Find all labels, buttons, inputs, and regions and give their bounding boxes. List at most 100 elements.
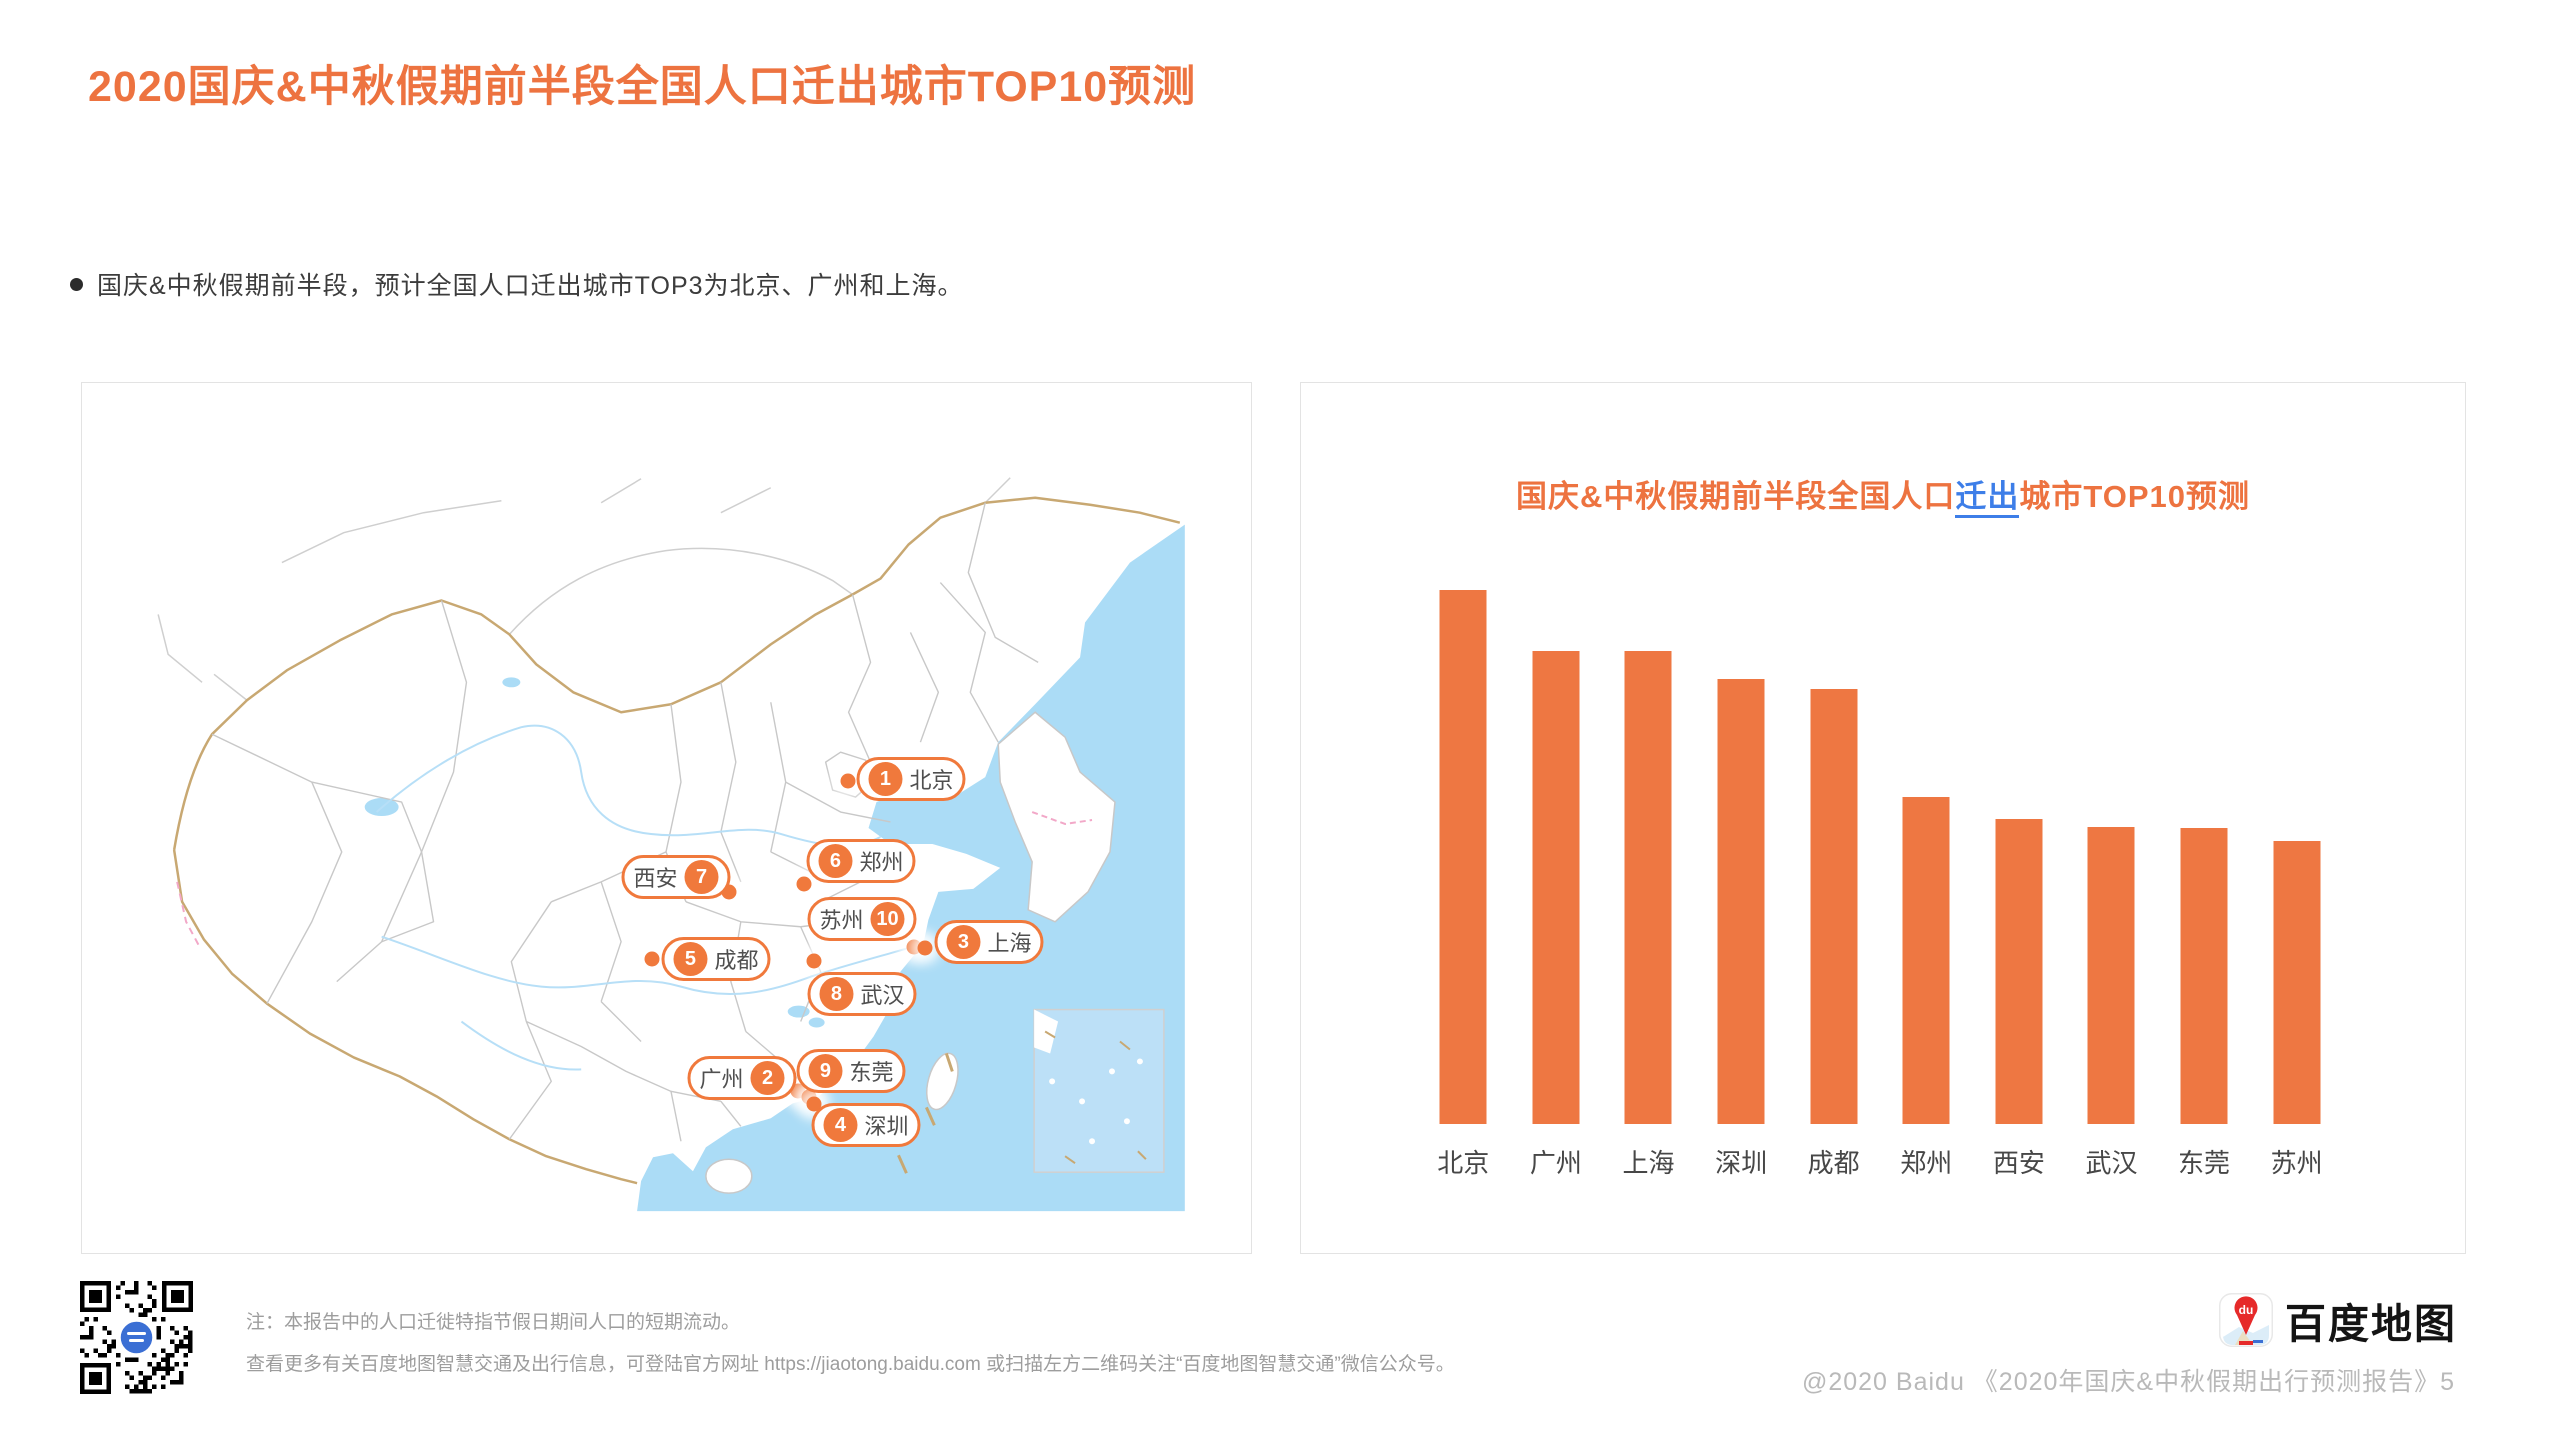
copyright-text: @2020 Baidu 《2020年国庆&中秋假期出行预测报告》5 (1801, 1368, 2455, 1396)
map-marker-上海: 3 上海 (934, 920, 1044, 964)
bar-chart-panel: 国庆&中秋假期前半段全国人口迁出城市TOP10预测 北京 广州 上海 深圳 成都 郑州 西安… (1300, 382, 2466, 1254)
x-axis-label-上海: 上海 (1622, 1148, 1675, 1178)
city-location-dot (840, 773, 856, 789)
rivers (376, 724, 924, 1071)
china-map-panel: 1 北京 6 郑州 西安 7 苏州 10 3 上海 5 成都 8 武汉 广州 2 9 东莞 4 深圳 (81, 382, 1252, 1254)
bar-苏州 (2273, 840, 2321, 1124)
rank-badge-10: 10 (870, 902, 905, 936)
x-axis-label-北京: 北京 (1437, 1148, 1490, 1178)
bar-column-东莞: 东莞 (2158, 590, 2251, 1178)
bar-北京 (1439, 590, 1487, 1124)
bar-column-成都: 成都 (1787, 590, 1880, 1178)
chart-title: 国庆&中秋假期前半段全国人口迁出城市TOP10预测 (1301, 471, 2465, 518)
bar-column-西安: 西安 (1973, 590, 2066, 1178)
marker-city-label: 北京 (909, 768, 954, 793)
china-national-border (172, 496, 1181, 1185)
baidu-maps-brand: du 百度地图 (2219, 1290, 2457, 1350)
bar-武汉 (2087, 827, 2135, 1124)
x-axis-label-郑州: 郑州 (1900, 1148, 1953, 1178)
marker-city-label: 西安 (633, 866, 678, 891)
rank-badge-1: 1 (868, 762, 903, 796)
korea-border-line (1031, 811, 1093, 826)
korea-peninsula (997, 711, 1116, 923)
rank-badge-8: 8 (819, 977, 854, 1011)
x-axis-label-武汉: 武汉 (2085, 1148, 2138, 1178)
bar-column-郑州: 郑州 (1880, 590, 1973, 1178)
bar-广州 (1532, 650, 1580, 1124)
map-marker-西安: 西安 7 (621, 855, 731, 899)
footer-note-line-2: 查看更多有关百度地图智慧交通及出行信息，可登陆官方网址 https://jiao… (246, 1354, 1455, 1375)
map-marker-layer: 1 北京 6 郑州 西安 7 苏州 10 3 上海 5 成都 8 武汉 广州 2 9 东莞 4 深圳 (82, 383, 1251, 1253)
bar-深圳 (1717, 679, 1765, 1124)
bar-西安 (1995, 819, 2043, 1124)
map-marker-东莞: 9 东莞 (796, 1049, 906, 1093)
qr-finder-patterns (80, 1281, 193, 1394)
map-marker-深圳: 4 深圳 (811, 1103, 921, 1147)
bar-column-上海: 上海 (1602, 590, 1695, 1178)
bar-东莞 (2180, 828, 2228, 1124)
city-location-dot (796, 876, 812, 892)
bar-chart: 北京 广州 上海 深圳 成都 郑州 西安 武汉 东莞 苏州 (1417, 590, 2343, 1178)
city-location-dot (806, 953, 822, 969)
x-axis-label-成都: 成都 (1807, 1148, 1860, 1178)
bar-column-北京: 北京 (1417, 590, 1510, 1178)
map-marker-苏州: 苏州 10 (807, 897, 917, 941)
rank-badge-2: 2 (750, 1061, 785, 1095)
summary-bullet: 国庆&中秋假期前半段，预计全国人口迁出城市TOP3为北京、广州和上海。 (70, 266, 964, 302)
wechat-qr-code (80, 1281, 193, 1394)
x-axis-label-西安: 西安 (1992, 1148, 2045, 1178)
map-marker-广州: 广州 2 (687, 1056, 797, 1100)
chart-title-highlight: 迁出 (1955, 479, 2020, 518)
rank-badge-5: 5 (673, 942, 708, 976)
baidu-maps-logo-icon: du (2219, 1293, 2273, 1347)
x-axis-label-深圳: 深圳 (1715, 1148, 1768, 1178)
bar-column-苏州: 苏州 (2250, 590, 2343, 1178)
baidu-maps-brand-name: 百度地图 (2285, 1301, 2457, 1347)
bar-column-深圳: 深圳 (1695, 590, 1788, 1178)
page-title: 2020国庆&中秋假期前半段全国人口迁出城市TOP10预测 (88, 63, 1197, 111)
city-location-dot (917, 940, 933, 956)
marker-city-label: 成都 (714, 948, 759, 973)
sea-dash-lines (897, 1052, 954, 1174)
china-map (157, 477, 1185, 1212)
map-marker-武汉: 8 武汉 (807, 972, 917, 1016)
svg-text:du: du (2239, 1303, 2254, 1317)
bar-成都 (1810, 689, 1858, 1124)
chart-title-suffix: 城市TOP10预测 (2019, 479, 2251, 514)
x-axis-label-广州: 广州 (1529, 1148, 1582, 1178)
city-location-dot (644, 951, 660, 967)
qr-center-badge (118, 1319, 155, 1356)
bar-column-广州: 广州 (1510, 590, 1603, 1178)
bar-column-武汉: 武汉 (2065, 590, 2158, 1178)
qr-modules (80, 1281, 193, 1394)
qr-center-badge-marks (127, 1332, 146, 1342)
x-axis-label-苏州: 苏州 (2270, 1148, 2323, 1178)
chart-title-prefix: 国庆&中秋假期前半段全国人口 (1515, 479, 1956, 514)
rank-badge-6: 6 (818, 844, 853, 878)
map-marker-郑州: 6 郑州 (806, 839, 916, 883)
western-border-dashes (176, 881, 201, 949)
map-marker-北京: 1 北京 (856, 757, 966, 801)
rank-badge-3: 3 (946, 925, 981, 959)
marker-city-label: 广州 (699, 1067, 744, 1092)
bullet-dot-icon (70, 277, 83, 291)
marker-city-label: 苏州 (819, 908, 864, 933)
rank-badge-7: 7 (684, 860, 719, 894)
x-axis-label-东莞: 东莞 (2178, 1148, 2231, 1178)
bar-郑州 (1902, 797, 1950, 1124)
footer-notes: 注：本报告中的人口迁徙特指节假日期间人口的短期流动。 查看更多有关百度地图智慧交… (246, 1302, 1455, 1386)
south-china-sea-inset (1033, 1008, 1165, 1173)
bar-上海 (1624, 650, 1672, 1124)
marker-city-label: 武汉 (860, 983, 905, 1008)
map-marker-成都: 5 成都 (661, 937, 771, 981)
summary-bullet-text: 国庆&中秋假期前半段，预计全国人口迁出城市TOP3为北京、广州和上海。 (97, 272, 964, 300)
hainan-island (705, 1158, 753, 1194)
rank-badge-9: 9 (808, 1054, 843, 1088)
rank-badge-4: 4 (823, 1108, 858, 1142)
marker-city-label: 深圳 (864, 1114, 909, 1139)
marker-city-label: 东莞 (849, 1060, 894, 1085)
foreign-borders (157, 477, 1011, 701)
marker-city-label: 上海 (987, 931, 1032, 956)
marker-city-label: 郑州 (859, 850, 904, 875)
footer-note-line-1: 注：本报告中的人口迁徙特指节假日期间人口的短期流动。 (246, 1312, 741, 1333)
